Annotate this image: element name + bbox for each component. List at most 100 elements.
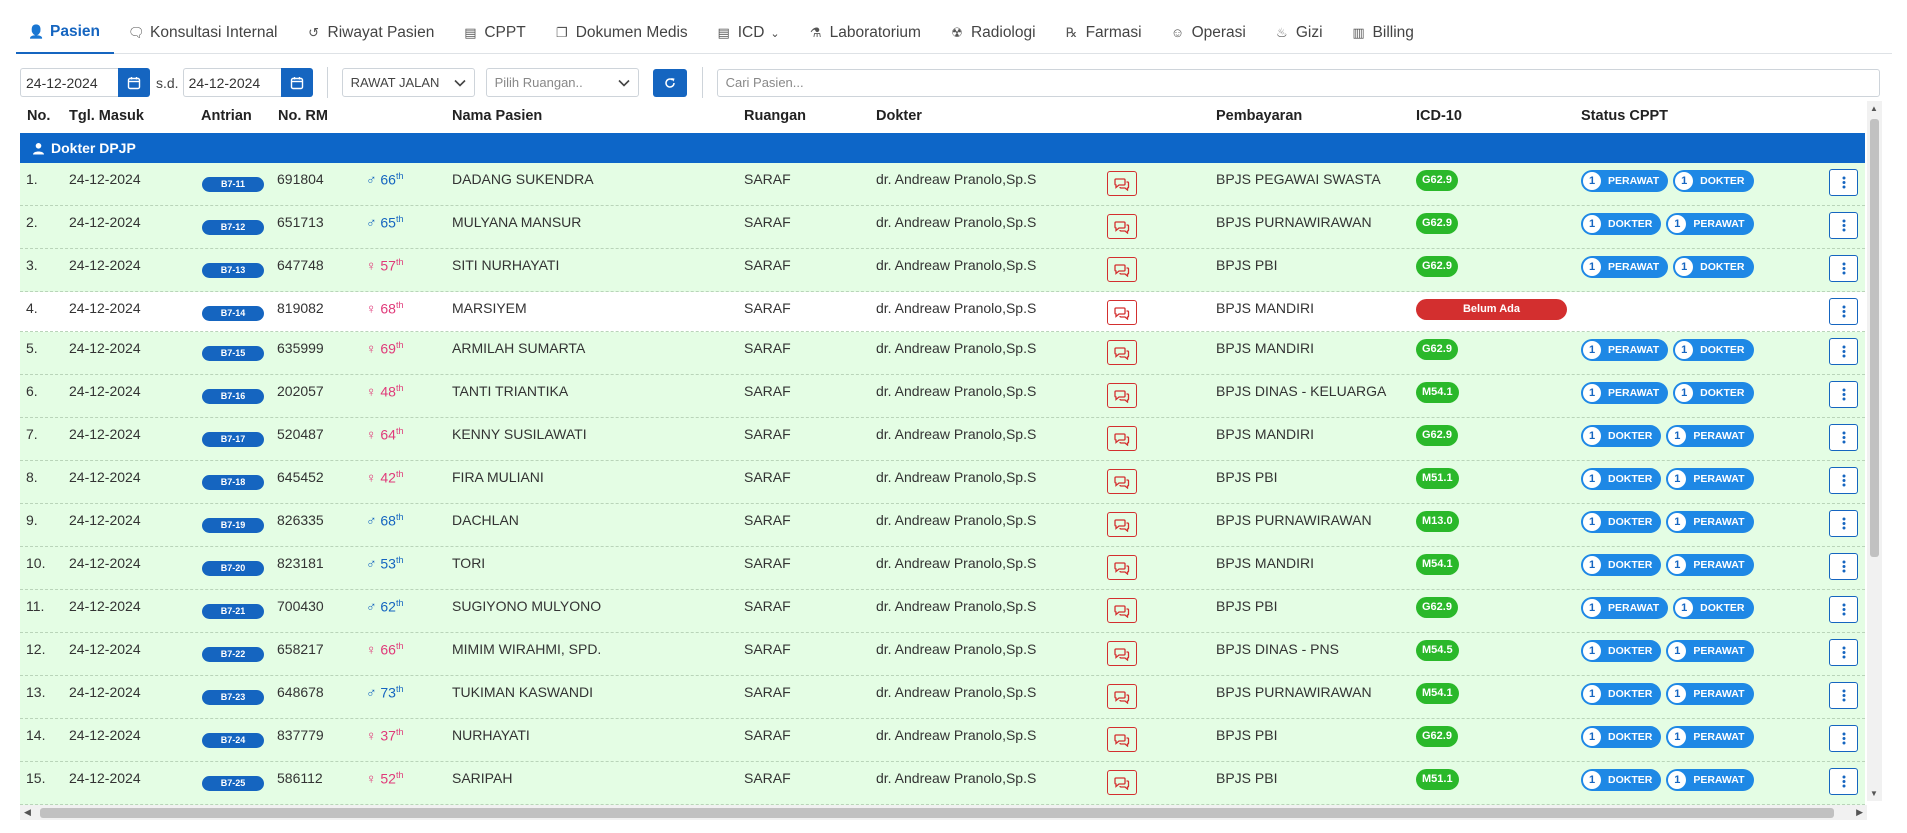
cppt-status-badge[interactable]: 1 PERAWAT	[1666, 640, 1754, 662]
row-actions-button[interactable]	[1829, 298, 1858, 325]
cppt-status-badge[interactable]: 1 PERAWAT	[1666, 425, 1754, 447]
search-patient-input[interactable]	[716, 68, 1880, 97]
ruangan-select[interactable]: Pilih Ruangan..	[485, 68, 639, 97]
table-row[interactable]: 6. 24-12-2024 B7-16 202057 ♀ 48th TANTI TRIAN…	[20, 375, 1865, 418]
scroll-right-arrow-icon[interactable]: ▶	[1856, 807, 1863, 817]
cppt-status-badge[interactable]: 1 DOKTER	[1581, 554, 1662, 576]
icd-badge[interactable]: M51.1	[1416, 769, 1459, 790]
table-row[interactable]: 3. 24-12-2024 B7-13 647748 ♀ 57th SITI NURHAY…	[20, 249, 1865, 292]
icd-badge[interactable]: M13.0	[1416, 511, 1459, 532]
row-actions-button[interactable]	[1829, 639, 1858, 666]
row-actions-button[interactable]	[1829, 596, 1858, 623]
icd-badge[interactable]: Belum Ada	[1416, 299, 1567, 320]
konsultasi-button[interactable]	[1107, 641, 1137, 666]
cppt-status-badge[interactable]: 1 DOKTER	[1673, 339, 1754, 361]
cppt-status-badge[interactable]: 1 PERAWAT	[1666, 213, 1754, 235]
konsultasi-button[interactable]	[1107, 340, 1137, 365]
cppt-status-badge[interactable]: 1 PERAWAT	[1666, 683, 1754, 705]
vertical-scroll-thumb[interactable]	[1870, 119, 1879, 557]
cppt-status-badge[interactable]: 1 DOKTER	[1673, 382, 1754, 404]
table-row[interactable]: 5. 24-12-2024 B7-15 635999 ♀ 69th ARMILAH SUM…	[20, 332, 1865, 375]
konsultasi-button[interactable]	[1107, 171, 1137, 196]
cppt-status-badge[interactable]: 1 DOKTER	[1581, 213, 1662, 235]
date-to-input[interactable]	[182, 68, 281, 97]
icd-badge[interactable]: G62.9	[1416, 256, 1458, 277]
konsultasi-button[interactable]	[1107, 426, 1137, 451]
konsultasi-button[interactable]	[1107, 300, 1137, 325]
cppt-status-badge[interactable]: 1 PERAWAT	[1666, 511, 1754, 533]
icd-badge[interactable]: G62.9	[1416, 597, 1458, 618]
tab-laboratorium[interactable]: ⚗ Laboratorium	[794, 12, 935, 54]
icd-badge[interactable]: G62.9	[1416, 726, 1458, 747]
konsultasi-button[interactable]	[1107, 257, 1137, 282]
date-from-input[interactable]	[20, 68, 118, 97]
row-actions-button[interactable]	[1829, 381, 1858, 408]
cppt-status-badge[interactable]: 1 DOKTER	[1581, 683, 1662, 705]
icd-badge[interactable]: M54.5	[1416, 640, 1459, 661]
icd-badge[interactable]: G62.9	[1416, 213, 1458, 234]
tab-pasien[interactable]: 👤 Pasien	[16, 12, 114, 54]
horizontal-scroll-thumb[interactable]	[40, 808, 1834, 818]
cppt-status-badge[interactable]: 1 DOKTER	[1673, 170, 1754, 192]
table-row[interactable]: 10. 24-12-2024 B7-20 823181 ♂ 53th TORI SARAF d…	[20, 547, 1865, 590]
icd-badge[interactable]: M51.1	[1416, 468, 1459, 489]
row-actions-button[interactable]	[1829, 255, 1858, 282]
tab-gizi[interactable]: ♨ Gizi	[1260, 12, 1337, 54]
tab-billing[interactable]: ▥ Billing	[1337, 12, 1428, 54]
row-actions-button[interactable]	[1829, 768, 1858, 795]
cppt-status-badge[interactable]: 1 DOKTER	[1581, 726, 1662, 748]
table-row[interactable]: 9. 24-12-2024 B7-19 826335 ♂ 68th DACHLAN SARA…	[20, 504, 1865, 547]
tab-icd[interactable]: ▤ ICD ⌄	[702, 12, 794, 54]
table-row[interactable]: 13. 24-12-2024 B7-23 648678 ♂ 73th TUKIMAN KA…	[20, 676, 1865, 719]
scroll-up-arrow-icon[interactable]: ▲	[1870, 104, 1878, 113]
table-row[interactable]: 14. 24-12-2024 B7-24 837779 ♀ 37th NURHAYATI S…	[20, 719, 1865, 762]
icd-badge[interactable]: M54.1	[1416, 554, 1459, 575]
cppt-status-badge[interactable]: 1 PERAWAT	[1666, 554, 1754, 576]
cppt-status-badge[interactable]: 1 PERAWAT	[1666, 769, 1754, 791]
vertical-scrollbar[interactable]: ▲ ▼	[1867, 101, 1882, 801]
row-actions-button[interactable]	[1829, 553, 1858, 580]
table-row[interactable]: 7. 24-12-2024 B7-17 520487 ♀ 64th KENNY SUSIL…	[20, 418, 1865, 461]
cppt-status-badge[interactable]: 1 DOKTER	[1673, 256, 1754, 278]
row-actions-button[interactable]	[1829, 424, 1858, 451]
table-row[interactable]: 8. 24-12-2024 B7-18 645452 ♀ 42th FIRA MULIAN…	[20, 461, 1865, 504]
scroll-left-arrow-icon[interactable]: ◀	[24, 807, 31, 817]
icd-badge[interactable]: M54.1	[1416, 683, 1459, 704]
cppt-status-badge[interactable]: 1 DOKTER	[1581, 468, 1662, 490]
row-actions-button[interactable]	[1829, 338, 1858, 365]
horizontal-scrollbar[interactable]: ◀ ▶	[20, 805, 1867, 820]
icd-badge[interactable]: G62.9	[1416, 425, 1458, 446]
icd-badge[interactable]: M54.1	[1416, 382, 1459, 403]
tab-operasi[interactable]: ☺ Operasi	[1156, 12, 1260, 54]
konsultasi-button[interactable]	[1107, 512, 1137, 537]
konsultasi-button[interactable]	[1107, 684, 1137, 709]
jenis-rawat-select[interactable]: RAWAT JALAN	[341, 68, 475, 97]
tab-konsultasi-internal[interactable]: 🗨 Konsultasi Internal	[114, 12, 292, 54]
icd-badge[interactable]: G62.9	[1416, 339, 1458, 360]
scroll-down-arrow-icon[interactable]: ▼	[1870, 789, 1878, 798]
table-row[interactable]: 11. 24-12-2024 B7-21 700430 ♂ 62th SUGIYONO M…	[20, 590, 1865, 633]
konsultasi-button[interactable]	[1107, 727, 1137, 752]
icd-badge[interactable]: G62.9	[1416, 170, 1458, 191]
table-row[interactable]: 12. 24-12-2024 B7-22 658217 ♀ 66th MIMIM WIRA…	[20, 633, 1865, 676]
konsultasi-button[interactable]	[1107, 383, 1137, 408]
table-row[interactable]: 2. 24-12-2024 B7-12 651713 ♂ 65th MULYANA MAN…	[20, 206, 1865, 249]
tab-riwayat-pasien[interactable]: ↺ Riwayat Pasien	[292, 12, 449, 54]
row-actions-button[interactable]	[1829, 212, 1858, 239]
konsultasi-button[interactable]	[1107, 214, 1137, 239]
cppt-status-badge[interactable]: 1 PERAWAT	[1581, 339, 1669, 361]
cppt-status-badge[interactable]: 1 DOKTER	[1581, 640, 1662, 662]
row-actions-button[interactable]	[1829, 510, 1858, 537]
row-actions-button[interactable]	[1829, 725, 1858, 752]
table-row[interactable]: 15. 24-12-2024 B7-25 586112 ♀ 52th SARIPAH SAR…	[20, 762, 1865, 805]
konsultasi-button[interactable]	[1107, 469, 1137, 494]
refresh-button[interactable]	[652, 68, 687, 97]
konsultasi-button[interactable]	[1107, 770, 1137, 795]
row-actions-button[interactable]	[1829, 682, 1858, 709]
cppt-status-badge[interactable]: 1 PERAWAT	[1666, 468, 1754, 490]
cppt-status-badge[interactable]: 1 DOKTER	[1581, 425, 1662, 447]
cppt-status-badge[interactable]: 1 PERAWAT	[1581, 382, 1669, 404]
row-actions-button[interactable]	[1829, 467, 1858, 494]
cppt-status-badge[interactable]: 1 PERAWAT	[1581, 170, 1669, 192]
tab-radiologi[interactable]: ☢ Radiologi	[935, 12, 1050, 54]
